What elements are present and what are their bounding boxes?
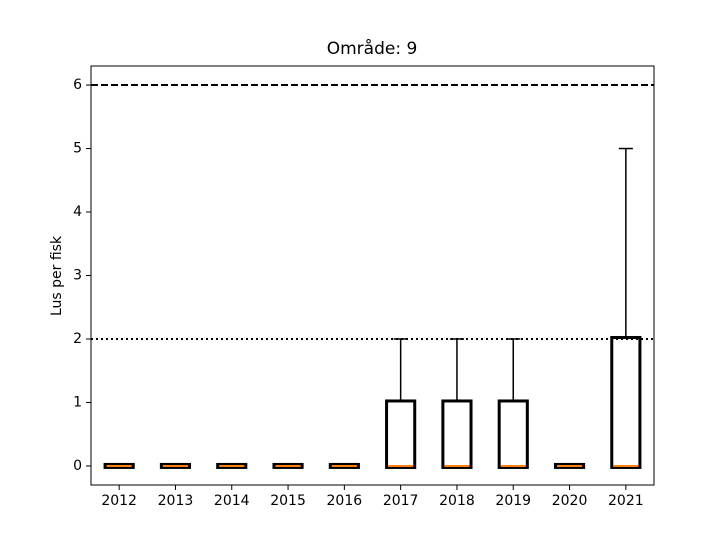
x-tick-label: 2018 [439,493,475,509]
box [553,462,586,469]
box [610,335,642,469]
box [103,462,135,469]
y-tick-label: 3 [73,268,82,284]
box [159,462,192,469]
x-tick-label: 2016 [327,493,363,509]
y-tick-label: 1 [73,394,82,410]
chart-title: Område: 9 [327,38,418,59]
y-tick-label: 0 [73,458,82,474]
y-tick-label: 4 [73,204,82,220]
box [272,462,304,469]
box [497,399,529,469]
x-tick-label: 2015 [270,493,306,509]
x-tick-label: 2013 [158,493,194,509]
y-tick-label: 5 [73,141,82,157]
box [441,399,473,469]
y-tick-label: 2 [73,331,82,347]
x-tick-label: 2020 [552,493,588,509]
y-tick-label: 6 [73,77,82,93]
box [216,462,248,469]
box [328,462,360,469]
box [385,399,417,469]
x-tick-label: 2017 [383,493,419,509]
y-axis-label: Lus per fisk [49,235,65,316]
plot-frame [90,65,655,486]
x-tick-label: 2019 [495,493,531,509]
x-tick-label: 2014 [214,493,250,509]
x-tick-label: 2021 [608,493,644,509]
x-tick-label: 2012 [101,493,137,509]
